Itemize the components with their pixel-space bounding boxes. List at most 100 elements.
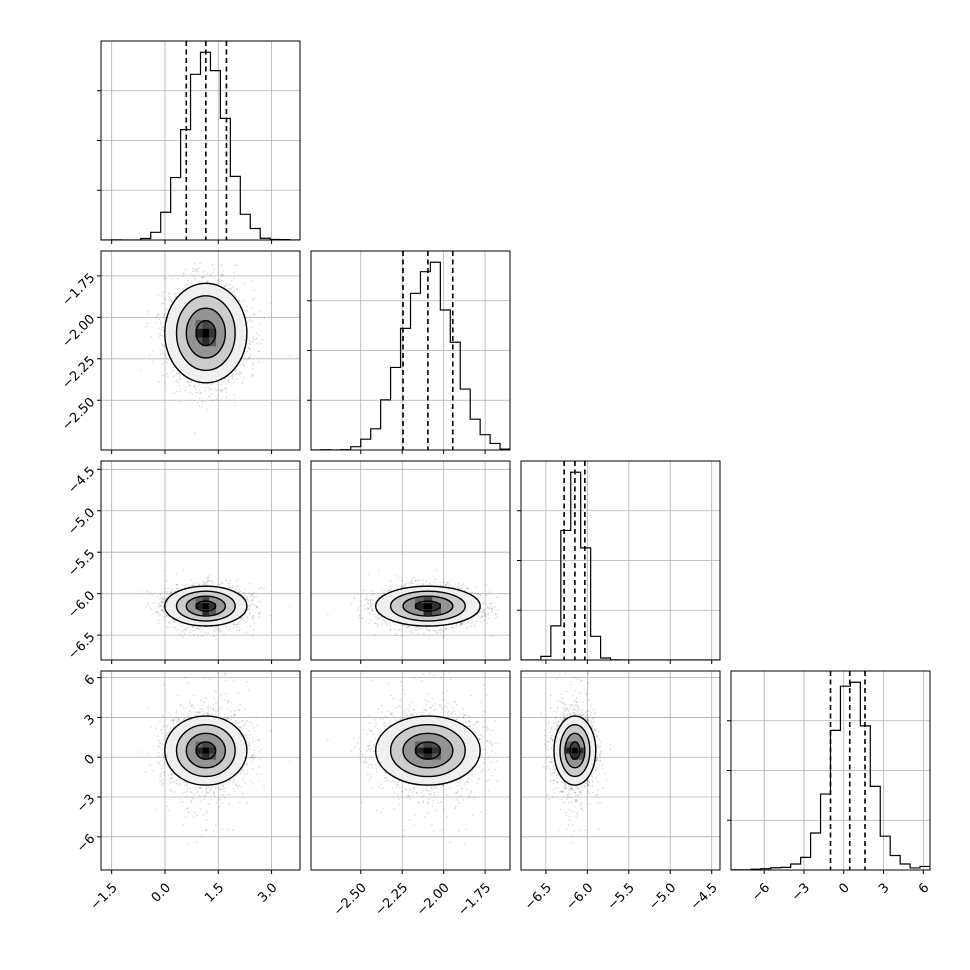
- sample-point: [158, 318, 160, 321]
- sample-point: [161, 609, 164, 612]
- sample-point: [252, 336, 254, 339]
- sample-point: [215, 638, 217, 641]
- sample-point: [246, 310, 248, 312]
- sample-point: [172, 626, 175, 629]
- sample-point: [161, 363, 164, 366]
- sample-point: [248, 348, 251, 351]
- sample-point: [198, 583, 201, 586]
- sample-point: [215, 388, 217, 391]
- sample-point: [157, 605, 160, 608]
- sample-point: [176, 628, 179, 631]
- sample-point: [175, 587, 178, 590]
- sample-point: [201, 580, 204, 583]
- sample-point: [233, 623, 236, 626]
- sample-point: [162, 605, 164, 608]
- sample-point: [222, 274, 225, 277]
- sample-point: [220, 264, 223, 267]
- sample-point: [179, 378, 182, 380]
- sample-point: [160, 335, 163, 337]
- sample-point: [238, 629, 241, 632]
- sample-point: [160, 292, 163, 295]
- sample-point: [190, 584, 193, 587]
- sample-point: [246, 305, 249, 308]
- sample-point: [244, 309, 247, 312]
- sample-point: [166, 376, 169, 378]
- sample-point: [220, 389, 223, 392]
- sample-point: [165, 355, 168, 357]
- sample-point: [219, 583, 221, 586]
- sample-point: [190, 579, 193, 581]
- sample-point: [236, 287, 239, 290]
- sample-point: [253, 603, 256, 606]
- sample-point: [236, 578, 239, 580]
- sample-point: [157, 614, 160, 617]
- sample-point: [168, 622, 171, 625]
- sample-point: [144, 325, 147, 328]
- sample-point: [253, 297, 256, 300]
- sample-point: [196, 401, 199, 404]
- sample-point: [161, 608, 163, 611]
- sample-point: [170, 300, 173, 303]
- sample-point: [236, 288, 239, 291]
- sample-point: [199, 262, 202, 264]
- sample-point: [259, 600, 262, 603]
- sample-point: [198, 628, 200, 630]
- sample-point: [163, 609, 165, 612]
- sample-point: [208, 575, 211, 577]
- sample-point: [159, 321, 162, 323]
- sample-point: [183, 376, 186, 379]
- sample-point: [174, 626, 177, 629]
- density-cell: [202, 320, 210, 329]
- sample-point: [253, 622, 256, 624]
- sample-point: [170, 298, 172, 301]
- sample-point: [253, 314, 256, 316]
- sample-point: [233, 277, 235, 280]
- sample-point: [162, 352, 165, 355]
- y-tick-label: −2.25: [60, 353, 99, 392]
- sample-point: [247, 346, 249, 349]
- sample-point: [179, 622, 181, 625]
- sample-point: [165, 591, 168, 593]
- sample-point: [163, 569, 166, 572]
- sample-point: [159, 605, 162, 607]
- sample-point: [163, 313, 165, 315]
- sample-point: [182, 629, 185, 631]
- sample-point: [258, 600, 260, 603]
- sample-point: [252, 628, 255, 631]
- sample-point: [244, 299, 246, 302]
- sample-point: [196, 627, 199, 630]
- sample-point: [220, 390, 223, 393]
- sample-point: [172, 366, 174, 369]
- sample-point: [198, 280, 201, 283]
- sample-point: [233, 264, 236, 267]
- sample-point: [146, 590, 149, 592]
- sample-point: [258, 612, 260, 615]
- sample-point: [160, 601, 163, 604]
- sample-point: [157, 293, 160, 296]
- sample-point: [159, 604, 162, 607]
- sample-point: [184, 268, 187, 271]
- sample-point: [168, 621, 171, 624]
- sample-point: [226, 582, 229, 584]
- sample-point: [245, 621, 248, 624]
- sample-point: [234, 295, 237, 298]
- sample-point: [207, 632, 210, 634]
- contour-1: [175, 295, 236, 372]
- sample-point: [243, 376, 245, 379]
- sample-point: [155, 611, 158, 614]
- sample-point: [201, 276, 203, 279]
- sample-point: [252, 298, 255, 301]
- sample-point: [258, 616, 261, 618]
- sample-point: [249, 319, 251, 322]
- sample-point: [185, 628, 187, 631]
- sample-point: [231, 286, 234, 288]
- sample-point: [207, 386, 210, 389]
- sample-point: [204, 583, 207, 586]
- sample-point: [157, 381, 160, 384]
- y-tick-label: −2.00: [60, 312, 99, 351]
- sample-point: [256, 342, 258, 345]
- sample-point: [207, 579, 210, 582]
- sample-point: [239, 370, 241, 373]
- sample-point: [158, 602, 160, 605]
- sample-point: [181, 630, 184, 633]
